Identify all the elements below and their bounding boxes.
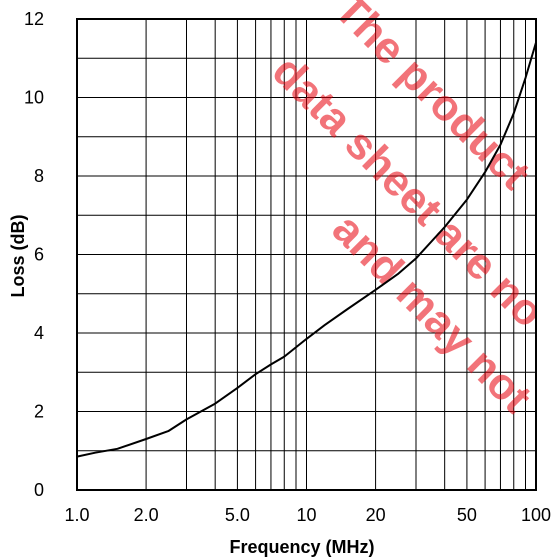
plot-frame (76, 18, 537, 491)
x-tick-label: 2.0 (134, 505, 159, 525)
x-tick-label: 50 (457, 505, 477, 525)
y-tick-label: 10 (24, 88, 44, 108)
y-tick-label: 4 (34, 323, 44, 343)
loss-curve (76, 42, 537, 458)
x-tick-label: 1.0 (64, 505, 89, 525)
x-tick-labels: 1.0 2.0 5.0 10 20 50 100 (64, 505, 551, 525)
grid (76, 18, 537, 491)
y-tick-labels: 0 2 4 6 8 10 12 (24, 9, 44, 500)
x-tick-label: 10 (296, 505, 316, 525)
y-tick-label: 2 (34, 402, 44, 422)
y-tick-label: 12 (24, 9, 44, 29)
x-axis-title: Frequency (MHz) (229, 537, 374, 557)
y-tick-label: 8 (34, 166, 44, 186)
y-tick-label: 0 (34, 480, 44, 500)
y-tick-label: 6 (34, 245, 44, 265)
x-tick-label: 100 (521, 505, 551, 525)
x-tick-label: 20 (366, 505, 386, 525)
series-layer (76, 42, 537, 458)
x-tick-label: 5.0 (225, 505, 250, 525)
y-axis-title: Loss (dB) (8, 214, 28, 297)
